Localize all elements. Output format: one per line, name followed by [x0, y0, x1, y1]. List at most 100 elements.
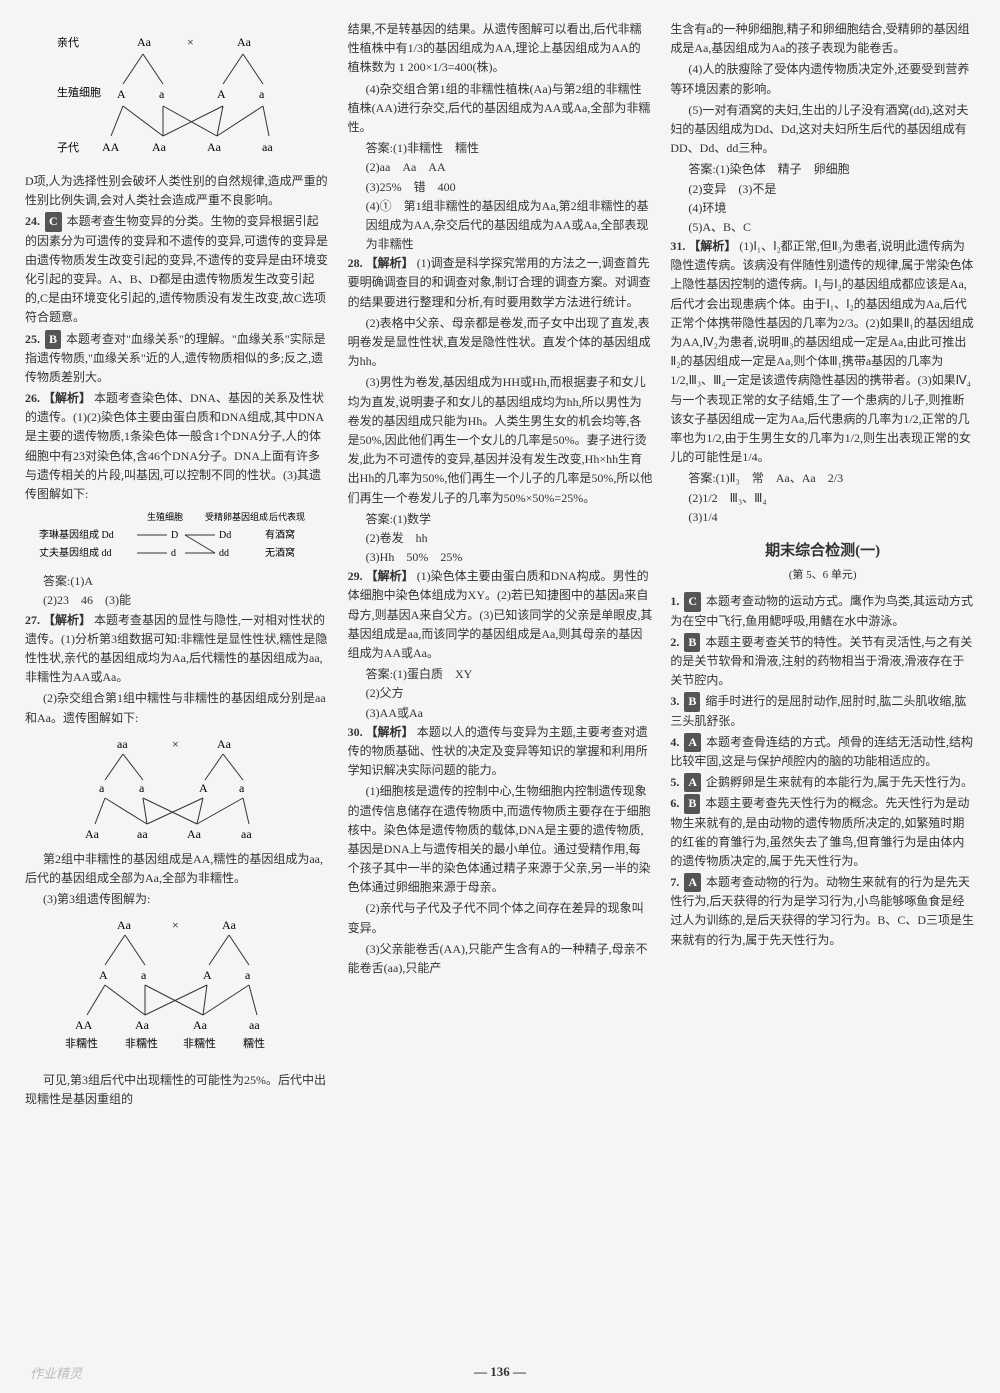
answer-line: 答案:(1)数学	[366, 510, 653, 529]
svg-text:受精卵基因组成: 受精卵基因组成	[205, 511, 268, 522]
q5: 5. A 企鹅孵卵是生来就有的本能行为,属于先天性行为。	[670, 773, 975, 792]
answer-line: 答案:(1)蛋白质 XY	[366, 665, 653, 684]
answer-line: (2)父方	[366, 684, 653, 703]
svg-text:A: A	[99, 968, 108, 982]
answer-line: (3)AA或Aa	[366, 704, 653, 723]
svg-text:有酒窝: 有酒窝	[265, 528, 295, 541]
item-number: 3.	[670, 694, 679, 708]
genetics-diagram-4: Aa × Aa A a A a AA Aa	[25, 915, 330, 1065]
svg-text:后代表现: 后代表现	[269, 511, 305, 522]
answer-line: (3)1/4	[688, 508, 975, 527]
answer-badge: B	[684, 692, 700, 711]
body-text: 第2组中非糯性的基因组成是AA,糯性的基因组成为aa,后代的基因组成全部为Aa,…	[25, 850, 330, 888]
svg-text:生殖细胞: 生殖细胞	[57, 85, 101, 99]
svg-text:aa: aa	[241, 827, 252, 841]
svg-text:dd: dd	[219, 548, 229, 559]
column-3: 生含有a的一种卵细胞,精子和卵细胞结合,受精卵的基因组成是Aa,基因组成为Aa的…	[670, 20, 975, 1112]
svg-text:aa: aa	[137, 827, 148, 841]
punnett-cross-svg-3: aa × Aa a a A a Aa aa	[57, 734, 297, 844]
item-number: 7.	[670, 875, 679, 889]
item-number: 29.	[348, 569, 363, 583]
answer-line: (5)A、B、C	[688, 218, 975, 237]
genetics-diagram-1: 亲代 Aa × Aa 生殖细胞 A a A a	[25, 26, 330, 166]
svg-text:×: ×	[172, 737, 179, 751]
svg-text:A: A	[203, 968, 212, 982]
body-text: (3)父亲能卷舌(AA),只能产生含有A的一种精子,母亲不能卷舌(aa),只能产	[348, 940, 653, 978]
svg-text:Aa: Aa	[117, 918, 132, 932]
svg-text:Aa: Aa	[217, 737, 232, 751]
svg-text:Aa: Aa	[187, 827, 202, 841]
punnett-cross-svg-1: 亲代 Aa × Aa 生殖细胞 A a A a	[47, 26, 307, 166]
item-body: 本题主要考查先天性行为的概念。先天性行为是动物生来就有的,是由动物的遗传物质所决…	[670, 796, 969, 868]
item-body: 本题考查生物变异的分类。生物的变异根据引起的因素分为可遗传的变异和不遗传的变异,…	[25, 214, 328, 324]
svg-text:Aa: Aa	[135, 1018, 150, 1032]
answer-badge: B	[684, 794, 700, 813]
item-31: 31. 【解析】 (1)Ⅰ₁、Ⅰ₂都正常,但Ⅱ₃为患者,说明此遗传病为隐性遗传病…	[670, 237, 975, 467]
body-text: (2)亲代与子代及子代不同个体之间存在差异的现象叫变异。	[348, 899, 653, 937]
answer-line: (2)aa Aa AA	[366, 158, 653, 177]
analysis-label: 【解析】	[366, 256, 414, 270]
svg-text:d: d	[171, 548, 176, 559]
item-body: 本题考查对"血缘关系"的理解。"血缘关系"实际是指遗传物质,"血缘关系"近的人,…	[25, 332, 326, 384]
body-text: (2)表格中父亲、母亲都是卷发,而子女中出现了直发,表明卷发是显性性状,直发是隐…	[348, 314, 653, 372]
body-text: (3)第3组遗传图解为:	[25, 890, 330, 909]
svg-text:Aa: Aa	[237, 35, 252, 49]
item-number: 6.	[670, 796, 679, 810]
answer-badge: B	[45, 330, 61, 349]
item-body: 缩手时进行的是屈肘动作,屈肘时,肱二头肌收缩,肱三头肌舒张。	[670, 694, 966, 727]
item-number: 1.	[670, 594, 679, 608]
item-number: 30.	[348, 725, 363, 739]
answer-line: 答案:(1)非糯性 糯性	[366, 139, 653, 158]
item-body: 本题主要考查关节的特性。关节有灵活性,与之有关的是关节软骨和滑液,注射的药物相当…	[670, 635, 972, 687]
svg-text:子代: 子代	[57, 141, 79, 154]
svg-text:Aa: Aa	[207, 140, 222, 154]
svg-text:a: a	[139, 781, 145, 795]
answer-line: (2)卷发 hh	[366, 529, 653, 548]
item-number: 28.	[348, 256, 363, 270]
analysis-label: 【解析】	[366, 725, 414, 739]
section-subtitle: (第 5、6 单元)	[670, 567, 975, 585]
svg-text:丈夫基因组成 dd: 丈夫基因组成 dd	[39, 546, 112, 559]
item-25: 25. B 本题考查对"血缘关系"的理解。"血缘关系"实际是指遗传物质,"血缘关…	[25, 330, 330, 388]
answer-line: (2)1/2 Ⅲ₃、Ⅲ₄	[688, 489, 975, 508]
svg-text:非糯性: 非糯性	[125, 1036, 158, 1050]
item-26: 26. 【解析】 本题考查染色体、DNA、基因的关系及性状的遗传。(1)(2)染…	[25, 389, 330, 504]
answer-line: (4)① 第1组非糯性的基因组成为Aa,第2组非糯性的基因组成为AA,杂交后代的…	[366, 197, 653, 255]
item-number: 5.	[670, 775, 679, 789]
svg-text:AA: AA	[75, 1018, 93, 1032]
answer-badge: B	[684, 633, 700, 652]
body-text: 生含有a的一种卵细胞,精子和卵细胞结合,受精卵的基因组成是Aa,基因组成为Aa的…	[670, 20, 975, 58]
answer-line: (2)变异 (3)不是	[688, 180, 975, 199]
analysis-label: 【解析】	[43, 613, 91, 627]
item-body: 本题考查染色体、DNA、基因的关系及性状的遗传。(1)(2)染色体主要由蛋白质和…	[25, 391, 324, 501]
body-text: (2)杂交组合第1组中糯性与非糯性的基因组成分别是aa和Aa。遗传图解如下:	[25, 689, 330, 727]
genetics-diagram-3: aa × Aa a a A a Aa aa	[25, 734, 330, 844]
q3: 3. B 缩手时进行的是屈肘动作,屈肘时,肱二头肌收缩,肱三头肌舒张。	[670, 692, 975, 730]
body-text: (3)男性为卷发,基因组成为HH或Hh,而根据妻子和女儿均为直发,说明妻子和女儿…	[348, 373, 653, 507]
answer-line: 答案:(1)染色体 精子 卵细胞	[688, 160, 975, 179]
svg-text:生殖细胞: 生殖细胞	[147, 511, 183, 522]
svg-text:糯性: 糯性	[243, 1036, 265, 1050]
svg-text:Dd: Dd	[219, 530, 231, 541]
svg-text:非糯性: 非糯性	[183, 1036, 216, 1050]
answer-badge: A	[684, 733, 701, 752]
answer-line: (3)Hh 50% 25%	[366, 548, 653, 567]
svg-text:无酒窝: 无酒窝	[265, 546, 295, 559]
page-columns: 亲代 Aa × Aa 生殖细胞 A a A a	[25, 20, 975, 1112]
svg-text:aa: aa	[249, 1018, 260, 1032]
svg-text:A: A	[117, 87, 126, 101]
answer-line: 答案:(1)Ⅱ₃ 常 Aa、Aa 2/3	[688, 469, 975, 488]
section-title: 期末综合检测(一)	[670, 539, 975, 563]
item-27: 27. 【解析】 本题考查基因的显性与隐性,一对相对性状的遗传。(1)分析第3组…	[25, 611, 330, 688]
svg-text:a: a	[245, 968, 251, 982]
item-24: 24. C 本题考查生物变异的分类。生物的变异根据引起的因素分为可遗传的变异和不…	[25, 212, 330, 327]
item-number: 2.	[670, 635, 679, 649]
svg-text:aa: aa	[117, 737, 128, 751]
item-body: 本题考查骨连结的方式。颅骨的连结无活动性,结构比较牢固,这是与保护颅腔内的脑的功…	[670, 735, 973, 768]
body-text: 可见,第3组后代中出现糯性的可能性为25%。后代中出现糯性是基因重组的	[25, 1071, 330, 1109]
column-1: 亲代 Aa × Aa 生殖细胞 A a A a	[25, 20, 330, 1112]
item-28: 28. 【解析】 (1)调查是科学探究常用的方法之一,调查首先要明确调查目的和调…	[348, 254, 653, 312]
q4: 4. A 本题考查骨连结的方式。颅骨的连结无活动性,结构比较牢固,这是与保护颅腔…	[670, 733, 975, 771]
svg-text:×: ×	[172, 918, 179, 932]
item-number: 24.	[25, 214, 40, 228]
